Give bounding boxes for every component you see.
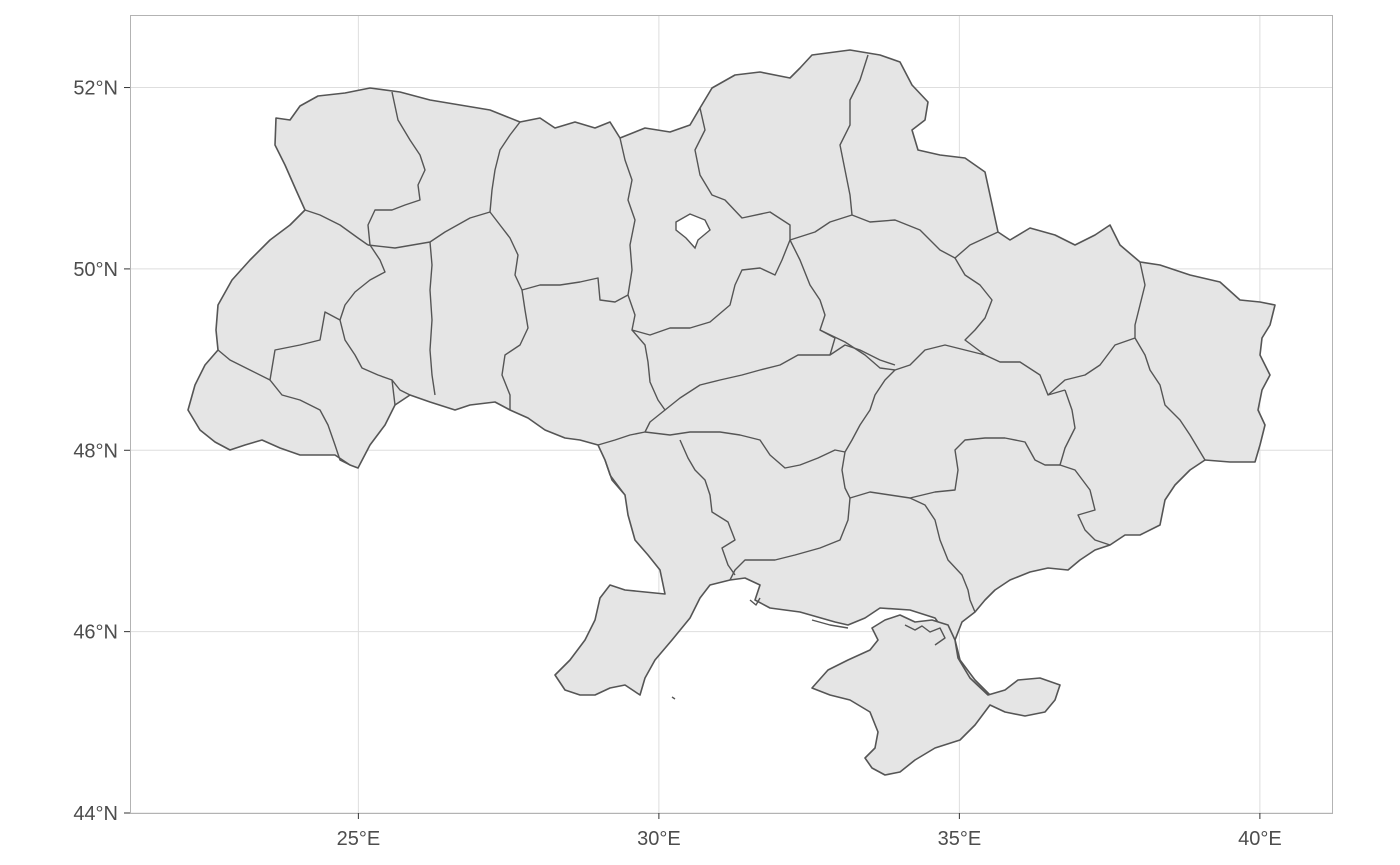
y-tick-label: 48°N: [73, 440, 118, 462]
x-tick-label: 35°E: [938, 828, 982, 850]
panel-border: [130, 15, 1333, 814]
x-tick-label: 30°E: [637, 828, 681, 850]
coastal-islands: [671, 597, 946, 700]
crimea: [811, 614, 1061, 776]
oblast-borders: [217, 54, 1206, 613]
x-tick-label: 25°E: [337, 828, 381, 850]
axes: 25°E 30°E 35°E 40°E 52°N 50°N 48°N 46°N 44°N: [73, 78, 1281, 850]
mainland-outline: [187, 49, 1276, 696]
ukraine-regions: [187, 49, 1276, 776]
y-tick-label: 46°N: [73, 622, 118, 644]
y-tick-label: 50°N: [73, 259, 118, 281]
y-tick-label: 52°N: [73, 78, 118, 100]
y-tick-label: 44°N: [73, 803, 118, 825]
x-tick-label: 40°E: [1238, 828, 1282, 850]
kyiv-city: [675, 213, 711, 250]
